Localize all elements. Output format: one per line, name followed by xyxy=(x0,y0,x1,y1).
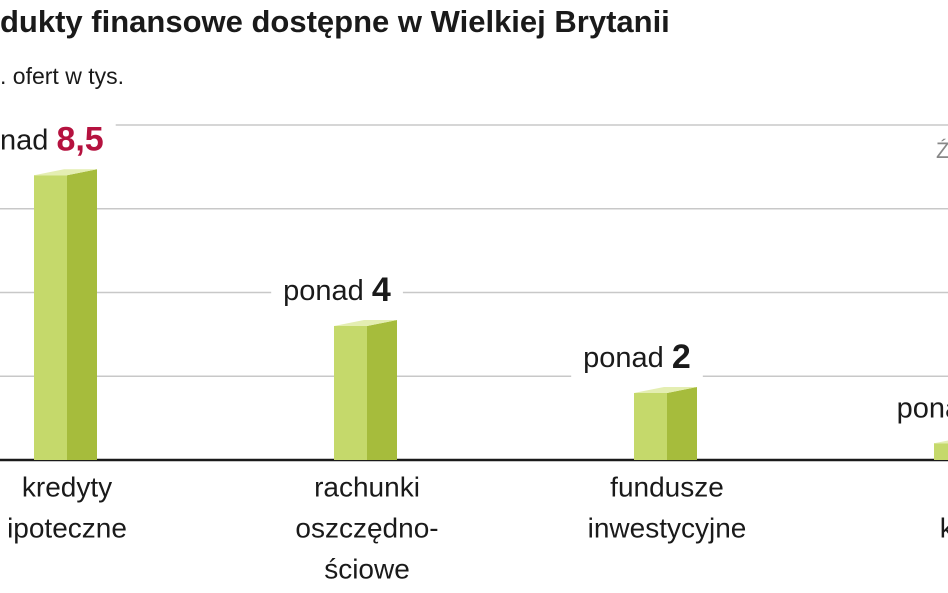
bar-top xyxy=(634,387,697,393)
x-tick-label: rachunki xyxy=(314,471,420,502)
bar-side xyxy=(667,387,697,460)
bar-front xyxy=(34,175,67,460)
bar-front xyxy=(634,393,667,460)
bar-side xyxy=(67,169,97,460)
grid xyxy=(0,124,948,377)
label-background xyxy=(271,268,403,311)
label-prefix: nad xyxy=(0,124,48,156)
label-value: 8,5 xyxy=(56,120,103,158)
label-background xyxy=(0,118,116,161)
bar-front xyxy=(934,443,948,460)
label-space xyxy=(48,124,56,156)
bar-front xyxy=(334,326,367,460)
bar-side xyxy=(367,320,397,460)
label-value: 4 xyxy=(372,271,391,309)
label-background xyxy=(571,335,703,378)
label-background xyxy=(884,389,948,426)
x-tick-label: ściowe xyxy=(324,553,410,584)
bar-top xyxy=(334,320,397,326)
x-tick-label: inwestycyjne xyxy=(588,512,747,543)
value-label: ponad 4 xyxy=(283,271,391,309)
bar xyxy=(334,320,397,460)
bar xyxy=(934,440,948,460)
label-prefix: ponad xyxy=(283,275,364,307)
label-value: 2 xyxy=(672,338,691,376)
bar-top xyxy=(34,169,97,176)
chart-title: dukty finansowe dostępne w Wielkiej Bryt… xyxy=(0,4,670,39)
value-label: ponad 2 xyxy=(583,338,691,376)
bar xyxy=(634,387,697,460)
x-tick-label: kredyty xyxy=(22,471,112,502)
label-space xyxy=(664,342,672,374)
x-tick-label: oszczędno- xyxy=(295,512,438,543)
bar-top xyxy=(934,440,948,444)
label-prefix: ponad xyxy=(583,342,664,374)
annotation: Ź xyxy=(936,138,948,163)
label-prefix: ponad xyxy=(897,392,948,424)
x-tick-label: fundusze xyxy=(610,471,724,502)
value-label: nad 8,5 xyxy=(0,120,104,158)
label-space xyxy=(364,275,372,307)
chart-subtitle: . ofert w tys. xyxy=(0,63,124,89)
bar xyxy=(34,169,97,460)
x-tick-label: kred xyxy=(940,512,948,543)
x-tick-label: ipoteczne xyxy=(7,512,127,543)
value-label: ponad xyxy=(897,392,948,424)
